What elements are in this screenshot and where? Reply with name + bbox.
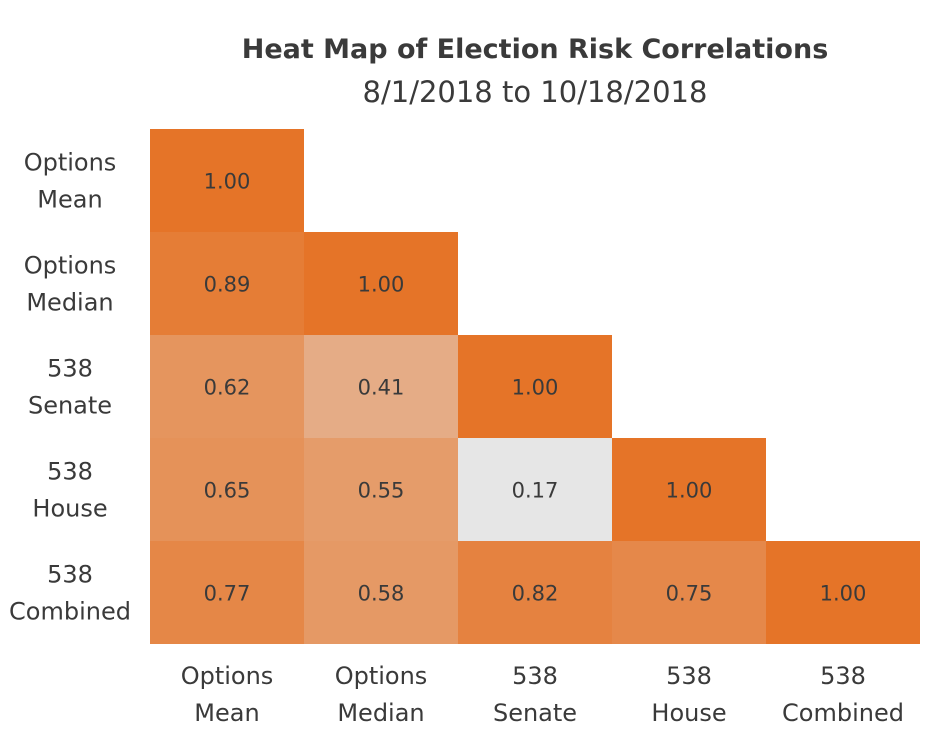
x-tick-label: 538 [666,662,712,690]
heatmap-cell [304,438,458,541]
chart-title: Heat Map of Election Risk Correlations [242,34,829,65]
heatmap-cell [150,335,304,438]
chart-subtitle: 8/1/2018 to 10/18/2018 [363,75,708,109]
heatmap-cell [612,438,766,541]
heatmap-cell [150,541,304,644]
heatmap-cell [458,335,612,438]
heatmap-cell-labels: 1.00 0.89 1.00 0.62 0.41 1.00 0.65 0.55 0.17 1.00… [204,170,867,606]
x-tick-label: Median [337,699,424,727]
heatmap-cell-label: 0.77 [204,582,251,606]
x-tick-label: Mean [194,699,259,727]
heatmap-cell-label: 0.55 [358,479,405,503]
y-tick-label: 538 [47,355,93,383]
heatmap-cell [766,541,920,644]
y-tick-label: Senate [28,392,112,420]
heatmap-cell-label: 1.00 [512,376,559,400]
heatmap-cell [458,541,612,644]
y-tick-label: Mean [37,186,102,214]
heatmap-cell-label: 1.00 [358,273,405,297]
heatmap-cell [150,129,304,232]
heatmap-cell-label: 1.00 [820,582,867,606]
y-tick-label: Options [24,252,117,280]
heatmap-cell-label: 0.62 [204,376,251,400]
heatmap-cell-label: 0.65 [204,479,251,503]
heatmap-cell-label: 1.00 [204,170,251,194]
y-tick-label: 538 [47,561,93,589]
heatmap-cell-label: 0.41 [358,376,405,400]
heatmap-cell-label: 1.00 [666,479,713,503]
heatmap-cell-label: 0.58 [358,582,405,606]
x-tick-label: Combined [782,699,904,727]
x-tick-label: 538 [512,662,558,690]
heatmap-cells [150,129,920,644]
heatmap-cell [150,438,304,541]
heatmap-cell-label: 0.75 [666,582,713,606]
x-tick-label: 538 [820,662,866,690]
y-tick-label: Combined [9,598,131,626]
x-tick-label: Options [181,662,274,690]
y-axis-tick-labels: Options Mean Options Median 538 Senate 538 Hous… [9,149,131,626]
x-tick-label: Senate [493,699,577,727]
x-axis-tick-labels: Options Mean Options Median 538 Senate 538 Hous… [181,662,904,727]
heatmap-cell [304,541,458,644]
heatmap-cell [458,438,612,541]
heatmap-cell-label: 0.17 [512,479,559,503]
y-tick-label: House [32,495,107,523]
heatmap-cell [304,232,458,335]
heatmap-cell [150,232,304,335]
y-tick-label: Median [26,289,113,317]
y-tick-label: Options [24,149,117,177]
x-tick-label: House [651,699,726,727]
heatmap-cell [612,541,766,644]
heatmap-cell-label: 0.82 [512,582,559,606]
x-tick-label: Options [335,662,428,690]
heatmap-cell-label: 0.89 [204,273,251,297]
heatmap-cell [304,335,458,438]
y-tick-label: 538 [47,458,93,486]
